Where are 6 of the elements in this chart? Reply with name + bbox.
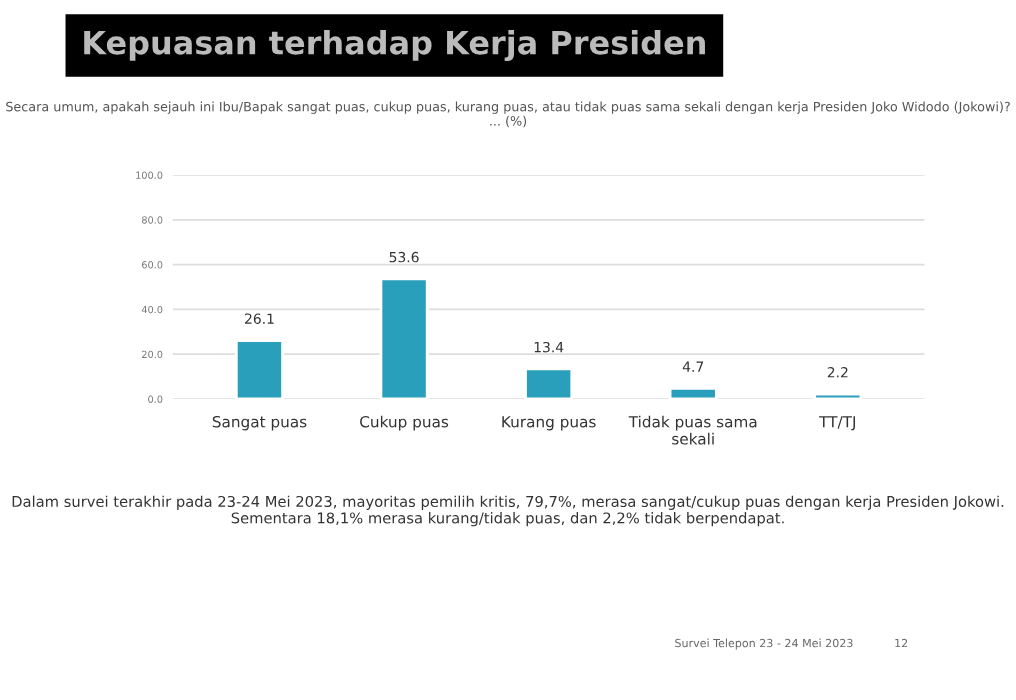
bar <box>524 367 574 399</box>
bar <box>813 392 863 399</box>
bar <box>234 339 284 399</box>
bar <box>379 277 429 399</box>
chart-title: Kepuasan terhadap Kerja Presiden <box>84 29 705 62</box>
bar <box>668 387 718 399</box>
